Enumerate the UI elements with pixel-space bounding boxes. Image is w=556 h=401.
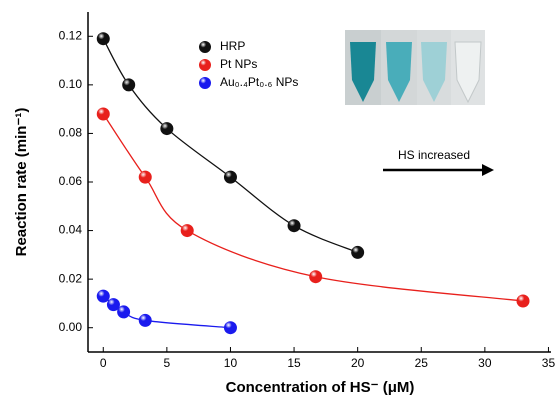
- inset-photo: [345, 30, 494, 176]
- point: [516, 294, 530, 308]
- point: [180, 224, 194, 238]
- point: [117, 305, 131, 319]
- point: [223, 170, 237, 184]
- legend-label: Au₀.₄Pt₀.₆ NPs: [220, 75, 298, 89]
- x-tick-label: 35: [542, 356, 556, 370]
- x-tick-label: 30: [478, 356, 492, 370]
- point: [309, 270, 323, 284]
- legend-marker: [199, 41, 211, 53]
- legend-label: Pt NPs: [220, 57, 257, 71]
- point: [287, 219, 301, 233]
- y-tick-label: 0.10: [59, 77, 83, 91]
- point: [122, 78, 136, 92]
- y-tick-label: 0.04: [59, 223, 83, 237]
- legend-label: HRP: [220, 39, 245, 53]
- x-tick-label: 15: [287, 356, 301, 370]
- annotation: HS increased: [398, 148, 470, 162]
- point: [96, 32, 110, 46]
- point: [351, 245, 365, 259]
- x-tick-label: 25: [415, 356, 429, 370]
- point: [160, 122, 174, 136]
- y-tick-label: 0.12: [59, 28, 83, 42]
- x-tick-label: 0: [100, 356, 107, 370]
- y-tick-label: 0.00: [59, 320, 83, 334]
- fit-line: [102, 113, 524, 302]
- legend-marker: [199, 59, 211, 71]
- point: [96, 107, 110, 121]
- point: [223, 321, 237, 335]
- x-tick-label: 5: [164, 356, 171, 370]
- y-tick-label: 0.06: [59, 174, 83, 188]
- y-tick-label: 0.02: [59, 271, 83, 285]
- legend-marker: [199, 77, 211, 89]
- x-tick-label: 10: [224, 356, 238, 370]
- x-tick-label: 20: [351, 356, 365, 370]
- point: [96, 289, 110, 303]
- point: [138, 170, 152, 184]
- x-axis-label: Concentration of HS⁻ (μM): [226, 379, 415, 396]
- point: [106, 298, 120, 312]
- y-tick-label: 0.08: [59, 126, 83, 140]
- point: [138, 313, 152, 327]
- y-axis-label: Reaction rate (min⁻¹): [13, 108, 30, 257]
